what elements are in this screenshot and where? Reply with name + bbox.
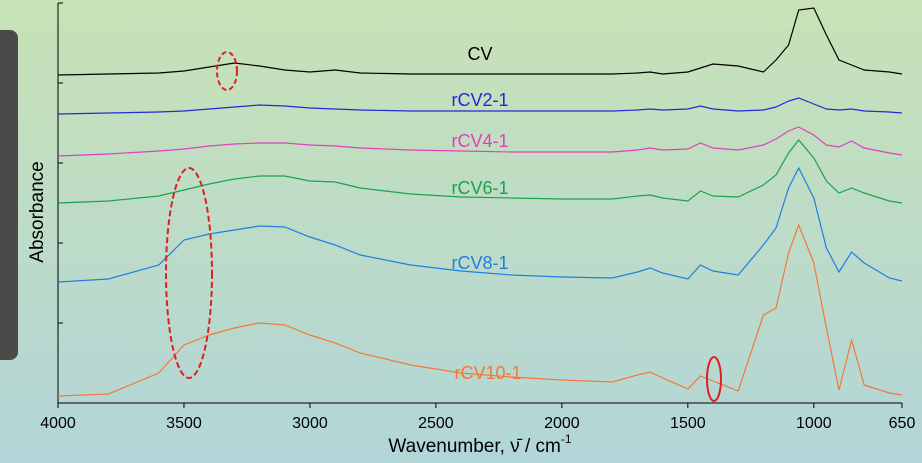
series-label: rCV6-1 [451, 178, 508, 198]
x-tick-label: 4000 [40, 415, 76, 432]
plot-area: 4000 3500 3000 2500 2000 1500 1000 650 CV rCV2-1 r… [40, 2, 916, 432]
series-label: rCV8-1 [451, 253, 508, 273]
series-line [57, 166, 903, 283]
series-line [57, 97, 903, 115]
y-axis-label: Absorbance [27, 161, 48, 262]
series-label: rCV10-1 [454, 363, 521, 383]
x-tick-label: 3000 [292, 415, 328, 432]
series-label: rCV2-1 [451, 90, 508, 110]
x-tick-label: 1000 [796, 415, 832, 432]
x-tick-label: 3500 [166, 415, 202, 432]
x-axis-label-text: Wavenumber, ν̄ / cm [388, 436, 560, 457]
series-line [57, 223, 903, 397]
series-label: rCV4-1 [451, 131, 508, 151]
x-axis-label-superscript: -1 [561, 432, 572, 446]
x-axis-label: Wavenumber, ν̄ / cm-1 [388, 432, 571, 457]
x-tick-label: 2000 [544, 415, 580, 432]
photo-strip [0, 30, 18, 360]
series-line [57, 7, 903, 76]
x-tick-label: 1500 [670, 415, 706, 432]
x-tick-label: 650 [889, 415, 916, 432]
x-tick-label: 2500 [418, 415, 454, 432]
annotation-ellipse [216, 51, 238, 91]
annotation-ellipse [165, 167, 213, 379]
series-line [57, 126, 903, 157]
series-line [57, 139, 903, 204]
series-label: CV [467, 44, 492, 64]
annotation-ellipse [706, 356, 722, 402]
